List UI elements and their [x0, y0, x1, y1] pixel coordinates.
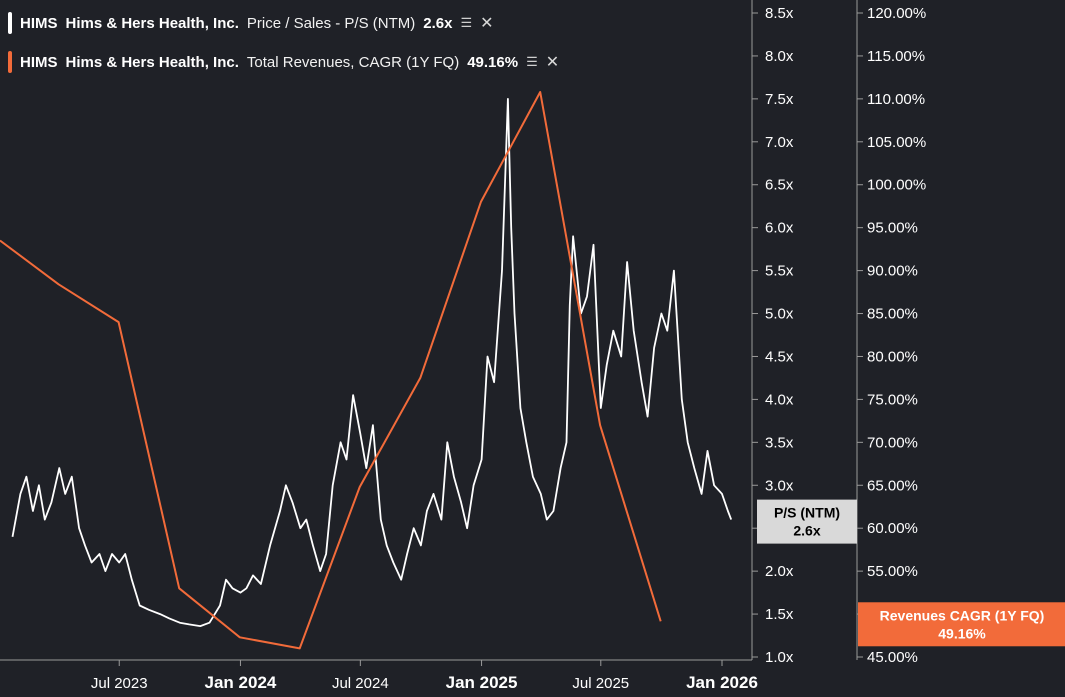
left-tick-label: 5.0x [765, 306, 794, 323]
legend-company: Hims & Hers Health, Inc. [65, 53, 239, 71]
x-tick-label: Jul 2024 [332, 675, 389, 692]
cagr-badge-title: Revenues CAGR (1Y FQ) [880, 607, 1045, 623]
left-tick-label: 2.0x [765, 563, 794, 580]
cagr-value-badge [858, 602, 1065, 647]
legend-metric: Price / Sales - P/S (NTM) [246, 14, 416, 32]
ps-badge-value: 2.6x [793, 523, 820, 539]
right-tick-label: 120.00% [867, 5, 926, 22]
left-tick-label: 8.0x [765, 48, 794, 65]
ps-value-badge [757, 499, 857, 544]
legend-value: 49.16% [467, 53, 519, 71]
right-tick-label: 110.00% [867, 91, 925, 108]
left-tick-label: 4.5x [765, 348, 794, 365]
right-tick-label: 115.00% [867, 48, 925, 65]
right-tick-label: 45.00% [867, 649, 918, 666]
right-tick-label: 80.00% [867, 348, 918, 365]
x-tick-label: Jan 2025 [446, 673, 518, 692]
legend-value: 2.6x [423, 14, 453, 32]
left-tick-label: 6.0x [765, 220, 794, 237]
legend-metric: Total Revenues, CAGR (1Y FQ) [246, 53, 460, 71]
legend-row-ps: HIMS Hims & Hers Health, Inc. Price / Sa… [8, 11, 494, 35]
badge-layer: P/S (NTM) 2.6x Revenues CAGR (1Y FQ) 49.16% [757, 499, 1065, 647]
close-icon[interactable]: ✕ [545, 54, 560, 71]
legend-ticker: HIMS [20, 53, 58, 71]
close-icon[interactable]: ✕ [480, 15, 494, 32]
ps-badge-title: P/S (NTM) [774, 505, 840, 521]
legend-company: Hims & Hers Health, Inc. [65, 14, 239, 32]
cagr-badge-value: 49.16% [938, 625, 986, 641]
left-tick-label: 4.0x [765, 391, 794, 408]
left-tick-label: 3.0x [765, 477, 794, 494]
right-tick-label: 70.00% [867, 434, 918, 451]
left-tick-label: 6.5x [765, 177, 794, 194]
series-line-ps [11, 98, 733, 627]
stack-icon[interactable]: ☰ [526, 54, 538, 69]
stack-icon[interactable]: ☰ [460, 15, 473, 30]
right-tick-label: 95.00% [867, 220, 918, 237]
left-tick-label: 5.5x [765, 263, 794, 280]
x-tick-label: Jul 2023 [91, 675, 148, 692]
right-tick-label: 65.00% [867, 477, 918, 494]
right-tick-label: 100.00% [867, 177, 926, 194]
x-tick-label: Jan 2026 [686, 673, 758, 692]
series-layer [0, 91, 733, 650]
legend-swatch-ps [8, 12, 12, 34]
left-tick-label: 3.5x [765, 434, 794, 451]
right-tick-label: 90.00% [867, 263, 918, 280]
legend-ticker: HIMS [20, 14, 58, 32]
x-tick-label: Jul 2025 [572, 675, 629, 692]
x-tick-label: Jan 2024 [205, 673, 277, 692]
left-tick-label: 1.0x [765, 649, 794, 666]
series-line-cagr [0, 91, 662, 650]
legend-swatch-cagr [8, 51, 12, 73]
right-tick-label: 60.00% [867, 520, 918, 537]
right-tick-label: 75.00% [867, 391, 918, 408]
right-tick-label: 105.00% [867, 134, 926, 151]
right-tick-label: 85.00% [867, 306, 918, 323]
left-tick-label: 1.5x [765, 606, 794, 623]
right-tick-label: 55.00% [867, 563, 918, 580]
legend-row-cagr: HIMS Hims & Hers Health, Inc. Total Reve… [8, 50, 559, 74]
left-tick-label: 8.5x [765, 5, 794, 22]
left-tick-label: 7.5x [765, 91, 794, 108]
left-tick-label: 7.0x [765, 134, 794, 151]
